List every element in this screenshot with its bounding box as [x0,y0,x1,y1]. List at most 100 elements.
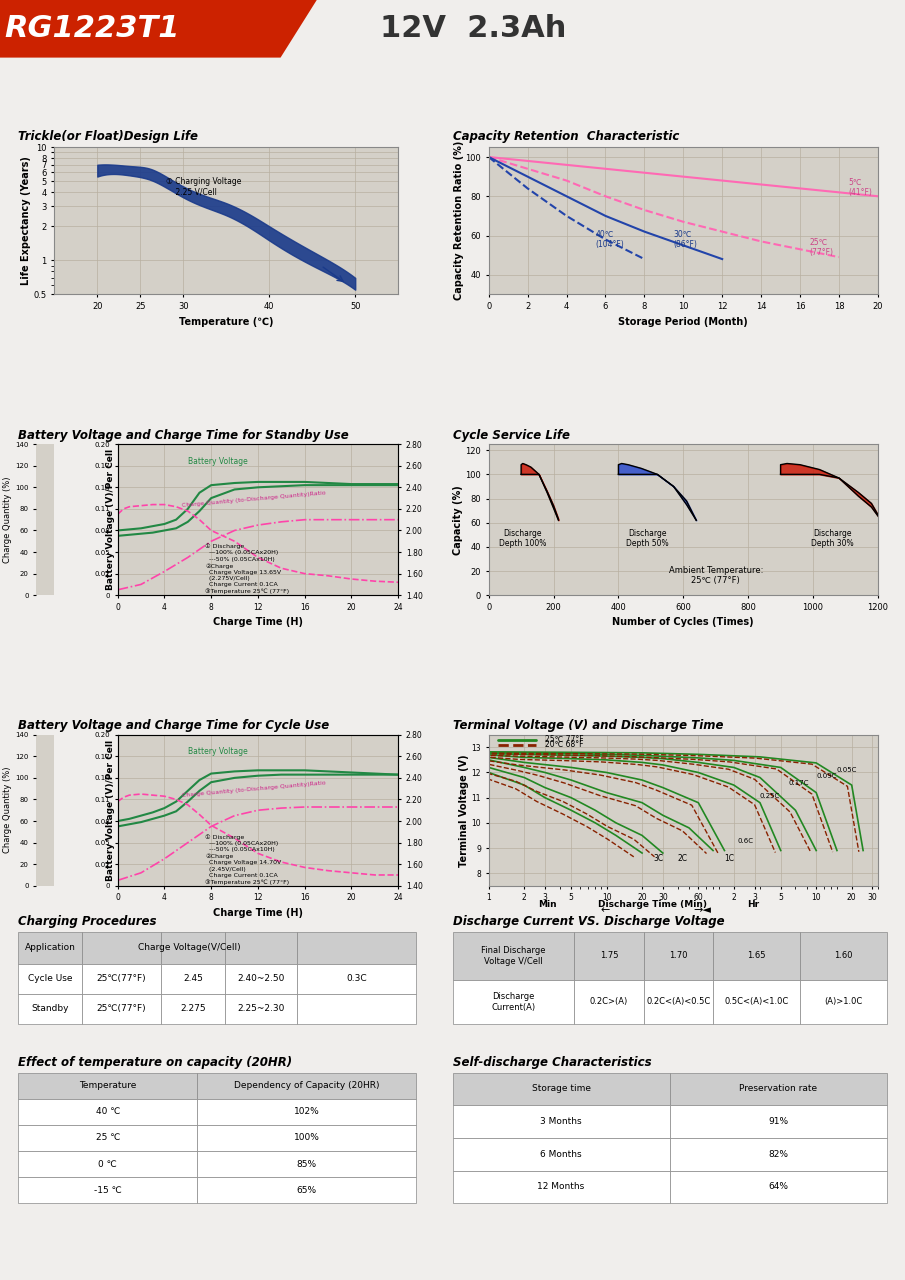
Bar [197,1125,416,1151]
Text: Hr: Hr [748,900,759,909]
Text: Discharge
Depth 30%: Discharge Depth 30% [811,529,853,548]
Bar [643,932,713,979]
Bar [81,932,161,964]
Bar [297,964,416,993]
Text: 25℃
(77°F): 25℃ (77°F) [810,238,834,257]
Text: 1.60: 1.60 [834,951,853,960]
Bar [452,1073,670,1106]
Text: Preservation rate: Preservation rate [739,1084,817,1093]
Text: 0.3C: 0.3C [347,974,367,983]
Text: Discharge
Depth 100%: Discharge Depth 100% [499,529,547,548]
Text: 12V  2.3Ah: 12V 2.3Ah [380,14,567,44]
Text: Battery Voltage: Battery Voltage [188,457,248,466]
Text: Self-discharge Characteristics: Self-discharge Characteristics [452,1056,651,1069]
Bar [643,979,713,1024]
Text: Charge Quantity (to-Discharge Quantity)Ratio: Charge Quantity (to-Discharge Quantity)R… [182,781,327,799]
Text: Temperature: Temperature [79,1082,137,1091]
Text: 2C: 2C [678,854,688,863]
X-axis label: Temperature (℃): Temperature (℃) [179,316,273,326]
Bar [18,1178,197,1203]
Text: Cycle Use: Cycle Use [28,974,72,983]
Text: 65%: 65% [297,1185,317,1194]
Y-axis label: Battery Voltage (V)/Per Cell: Battery Voltage (V)/Per Cell [106,740,115,881]
Text: 30℃
(86°F): 30℃ (86°F) [673,230,698,250]
Text: 102%: 102% [294,1107,319,1116]
Text: 1.65: 1.65 [748,951,766,960]
Text: 0.6C: 0.6C [738,838,754,844]
Text: 2.25~2.30: 2.25~2.30 [237,1005,285,1014]
Text: Effect of temperature on capacity (20HR): Effect of temperature on capacity (20HR) [18,1056,292,1069]
Text: Application: Application [24,943,75,952]
Text: Charge Voltage(V/Cell): Charge Voltage(V/Cell) [138,943,241,952]
Bar [452,1170,670,1203]
Y-axis label: Terminal Voltage (V): Terminal Voltage (V) [459,754,469,867]
Bar [161,993,225,1024]
Bar [161,932,225,964]
Text: Storage time: Storage time [531,1084,591,1093]
Text: Min: Min [538,900,557,909]
Bar [713,932,800,979]
Text: 12 Months: 12 Months [538,1183,585,1192]
Text: 3C: 3C [653,854,663,863]
Text: ←: ← [601,905,610,915]
Text: 0.05C: 0.05C [837,768,857,773]
Bar [452,979,574,1024]
Text: ① Discharge
  —100% (0.05CAx20H)
  ---50% (0.05CAx10H)
②Charge
  Charge Voltage : ① Discharge —100% (0.05CAx20H) ---50% (0… [205,544,290,594]
X-axis label: Storage Period (Month): Storage Period (Month) [618,316,748,326]
Y-axis label: Charge Quantity (%): Charge Quantity (%) [4,476,13,563]
Text: Standby: Standby [31,1005,69,1014]
Bar [297,993,416,1024]
Text: 25℃(77°F): 25℃(77°F) [97,1005,147,1014]
Bar [161,964,225,993]
Bar [670,1073,887,1106]
Bar [225,993,297,1024]
Text: Terminal Voltage (V) and Discharge Time: Terminal Voltage (V) and Discharge Time [452,719,723,732]
Text: 0.2C<(A)<0.5C: 0.2C<(A)<0.5C [646,997,710,1006]
Text: 40℃
(104°F): 40℃ (104°F) [595,230,624,250]
Bar [297,932,416,964]
Text: 64%: 64% [768,1183,788,1192]
Text: 1C: 1C [725,854,735,863]
Text: Battery Voltage and Charge Time for Cycle Use: Battery Voltage and Charge Time for Cycl… [18,719,329,732]
Text: Trickle(or Float)Design Life: Trickle(or Float)Design Life [18,131,198,143]
Y-axis label: Capacity (%): Capacity (%) [452,485,462,554]
Text: 0.5C<(A)<1.0C: 0.5C<(A)<1.0C [725,997,788,1006]
Bar [18,1098,197,1125]
Y-axis label: Charge Current (CA): Charge Current (CA) [46,768,55,852]
Y-axis label: Life Expectancy (Years): Life Expectancy (Years) [21,156,31,285]
Text: Charge Quantity (to-Discharge Quantity)Ratio: Charge Quantity (to-Discharge Quantity)R… [182,490,327,508]
Text: 25℃(77°F): 25℃(77°F) [97,974,147,983]
Bar [800,979,887,1024]
Bar [18,932,81,964]
Text: Battery Voltage and Charge Time for Standby Use: Battery Voltage and Charge Time for Stan… [18,429,348,442]
Text: 25℃ 77°F: 25℃ 77°F [545,735,584,744]
Text: Battery Voltage: Battery Voltage [188,748,248,756]
Text: 0.09C: 0.09C [816,773,837,778]
Text: 0.2C>(A): 0.2C>(A) [590,997,628,1006]
Text: Cycle Service Life: Cycle Service Life [452,429,569,442]
Text: 85%: 85% [297,1160,317,1169]
Text: RG1223T1: RG1223T1 [5,14,180,44]
Polygon shape [0,0,317,58]
Bar [18,964,81,993]
Text: Capacity Retention  Characteristic: Capacity Retention Characteristic [452,131,679,143]
Bar [225,932,297,964]
Bar [197,1151,416,1178]
Text: 2.40~2.50: 2.40~2.50 [237,974,285,983]
Bar [81,964,161,993]
Text: 3 Months: 3 Months [540,1117,582,1126]
Text: (A)>1.0C: (A)>1.0C [824,997,862,1006]
Text: 2.275: 2.275 [180,1005,206,1014]
Bar [18,1073,197,1098]
Text: Discharge Time (Min): Discharge Time (Min) [597,900,707,909]
Y-axis label: Capacity Retention Ratio (%): Capacity Retention Ratio (%) [454,141,464,301]
Text: 25 ℃: 25 ℃ [96,1133,119,1143]
Text: 1.75: 1.75 [600,951,618,960]
X-axis label: Number of Cycles (Times): Number of Cycles (Times) [613,617,754,627]
Text: ① Discharge
  —100% (0.05CAx20H)
  ---50% (0.05CAx10H)
②Charge
  Charge Voltage : ① Discharge —100% (0.05CAx20H) ---50% (0… [205,835,290,884]
Bar [197,1073,416,1098]
X-axis label: Charge Time (H): Charge Time (H) [213,908,303,918]
Text: Ambient Temperature:
25℃ (77°F): Ambient Temperature: 25℃ (77°F) [669,566,763,585]
Text: Discharge Current VS. Discharge Voltage: Discharge Current VS. Discharge Voltage [452,915,724,928]
Text: -15 ℃: -15 ℃ [94,1185,121,1194]
